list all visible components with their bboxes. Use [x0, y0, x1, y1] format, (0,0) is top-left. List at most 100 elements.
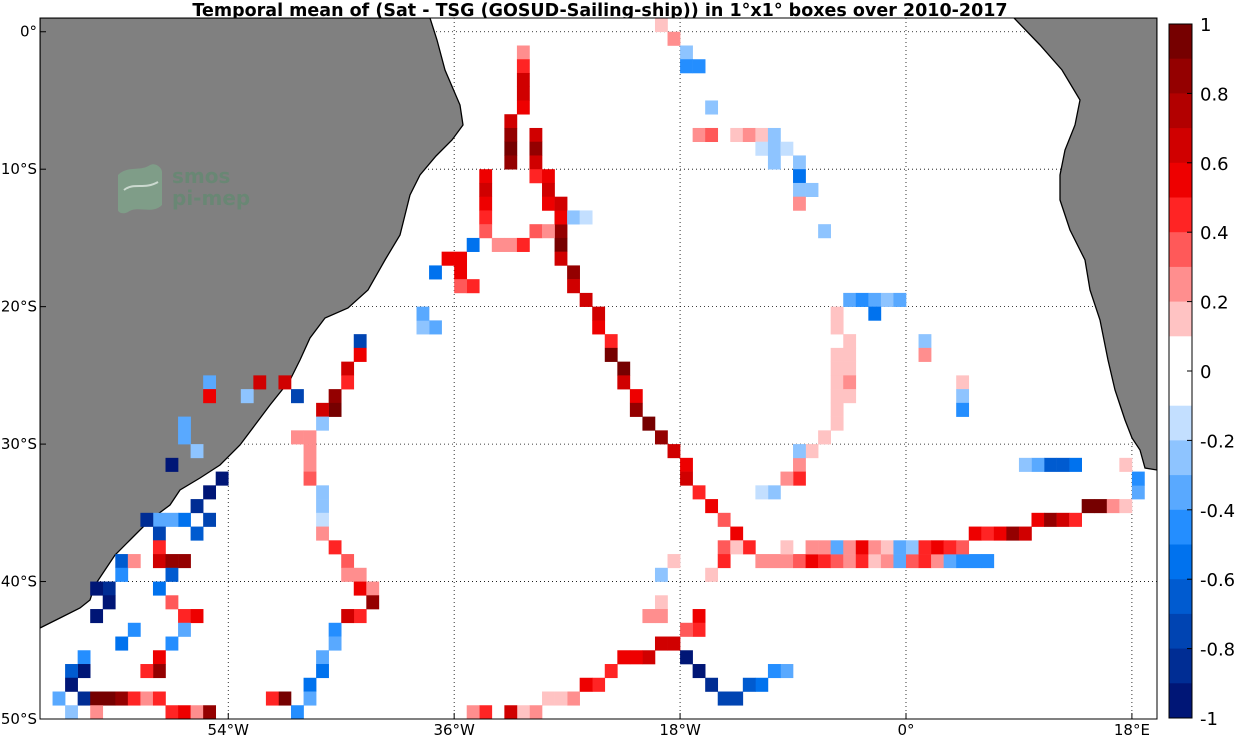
y-axis-ticks: 0° 10°S 20°S 30°S 40°S 50°S [1, 23, 46, 728]
data-cell [366, 595, 380, 610]
data-cell [542, 182, 555, 197]
data-cell [203, 485, 217, 500]
x-tick-label: 18°E [1114, 721, 1150, 738]
data-cell [1131, 471, 1145, 486]
data-cell [165, 554, 179, 569]
data-cell [140, 691, 154, 706]
data-cell [956, 402, 970, 417]
colorbar-swatch [1169, 336, 1192, 372]
data-cell [466, 705, 480, 719]
data-cell [918, 334, 932, 349]
logo-text-pimep: pi-mep [172, 186, 250, 210]
data-cell [203, 375, 217, 390]
data-cell [680, 59, 693, 74]
data-cell [366, 581, 380, 596]
data-cell [767, 554, 781, 569]
colorbar-swatch [1169, 93, 1192, 129]
colorbar-swatch [1169, 405, 1192, 441]
colorbar-label: -0.2 [1200, 431, 1235, 452]
data-cell [316, 402, 329, 417]
data-cell [717, 540, 731, 555]
data-cell [240, 389, 254, 404]
data-cell [215, 471, 229, 486]
colorbar-swatch [1169, 509, 1192, 545]
data-cell [303, 457, 317, 472]
data-cell [554, 224, 568, 239]
data-cell [152, 526, 166, 541]
data-cell [454, 265, 468, 280]
data-cell [843, 554, 857, 569]
data-cell [830, 347, 844, 362]
data-cell [178, 705, 191, 719]
data-cell [918, 347, 932, 362]
data-cell [303, 444, 317, 459]
plot-area: smos pi-mep [39, 17, 1158, 720]
data-cell [1106, 499, 1120, 514]
data-cell [479, 224, 493, 239]
data-cell [303, 430, 317, 445]
data-cell [1018, 457, 1032, 472]
data-cell [654, 18, 668, 33]
data-cell [680, 650, 693, 665]
data-cell [1119, 499, 1133, 514]
data-cell [931, 554, 944, 569]
x-tick-label: 54°W [208, 721, 250, 738]
x-axis-ticks: 54°W 36°W 18°W 0° 18°E [208, 713, 1150, 738]
logo-wave-inner-icon [123, 181, 159, 191]
data-cell [830, 389, 844, 404]
data-cell [316, 485, 329, 500]
data-cell [466, 237, 480, 252]
data-cell [504, 141, 518, 156]
data-cell [956, 540, 970, 555]
data-cell [654, 636, 668, 651]
data-cell [529, 169, 543, 184]
data-cell [617, 375, 631, 390]
data-cell [291, 430, 304, 445]
data-cell [504, 705, 518, 719]
data-cell [165, 512, 179, 527]
data-cell [981, 554, 995, 569]
data-cell [479, 169, 493, 184]
data-cell [341, 554, 355, 569]
data-cell [479, 210, 493, 225]
data-cell [178, 416, 191, 431]
y-tick-label: 20°S [1, 298, 37, 316]
data-cell [190, 444, 204, 459]
data-cell [429, 265, 442, 280]
data-cell [203, 389, 217, 404]
data-cell [65, 664, 78, 679]
data-cell [316, 512, 329, 527]
colorbar-swatch [1169, 58, 1192, 94]
data-cell [730, 691, 744, 706]
data-cell [705, 567, 719, 582]
data-cell [830, 416, 844, 431]
colorbar-swatch [1169, 232, 1192, 268]
data-cell [843, 389, 857, 404]
data-cell [629, 389, 643, 404]
data-cell [855, 540, 869, 555]
data-cell [554, 210, 568, 225]
data-cell [341, 609, 355, 624]
data-cell [805, 182, 819, 197]
data-cell [843, 375, 857, 390]
data-cell [115, 567, 129, 582]
data-cell [65, 705, 78, 719]
colorbar-swatch [1169, 266, 1192, 302]
colorbar-swatch [1169, 301, 1192, 337]
data-cell [353, 334, 367, 349]
data-cell [516, 59, 530, 74]
data-cell [567, 265, 580, 280]
data-cell [567, 279, 580, 294]
data-cell [190, 609, 204, 624]
colorbar-label: 0.6 [1200, 154, 1229, 175]
data-cell [303, 471, 317, 486]
data-cell [491, 237, 505, 252]
data-cell [152, 664, 166, 679]
data-cell [542, 196, 555, 211]
data-cell [680, 45, 693, 60]
data-cell [353, 581, 367, 596]
data-cell [316, 499, 329, 514]
data-cell [115, 554, 129, 569]
data-cell [165, 457, 179, 472]
data-cell [654, 595, 668, 610]
